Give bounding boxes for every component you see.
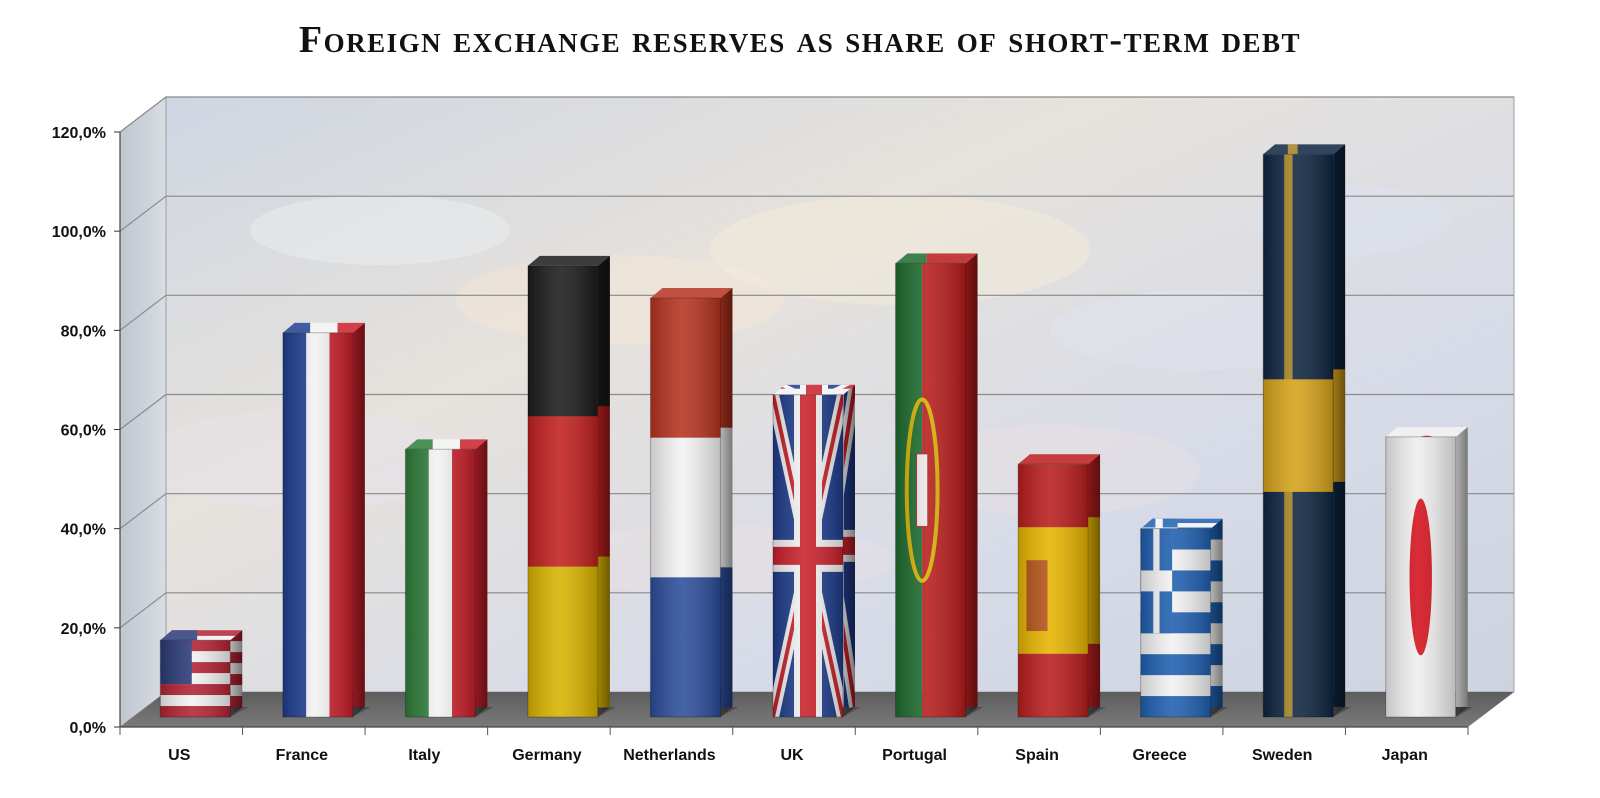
gridline-side: [119, 493, 167, 530]
x-tick-label: Japan: [1382, 747, 1428, 764]
gridline-side: [119, 96, 167, 133]
x-tick-label: UK: [780, 747, 804, 764]
bar-us: [159, 630, 249, 718]
gridline-side: [119, 394, 167, 430]
x-tick-label: Portugal: [882, 747, 947, 764]
bar-greece: [1140, 518, 1229, 718]
bar-portugal: [895, 253, 984, 718]
bar-japan: [1385, 426, 1474, 718]
x-tick-label: France: [276, 747, 329, 764]
y-tick-label: 80,0%: [61, 323, 106, 340]
x-tick-label: Italy: [408, 747, 440, 764]
x-tick-label: Greece: [1133, 747, 1187, 764]
wall-decoration: [250, 195, 510, 265]
x-tick-label: Germany: [512, 747, 581, 764]
y-tick-label: 20,0%: [61, 621, 106, 638]
wall-decoration: [710, 195, 1090, 305]
y-tick-label: 40,0%: [61, 522, 106, 539]
bar-sweden: [1262, 144, 1352, 718]
bar-uk: [772, 384, 861, 718]
y-tick-label: 60,0%: [61, 423, 106, 440]
x-tick-label: Spain: [1015, 747, 1059, 764]
bar-spain: [1017, 454, 1107, 718]
bar-italy: [404, 439, 494, 718]
y-tick-label: 100,0%: [52, 224, 106, 241]
x-tick-label: US: [168, 747, 191, 764]
gridline-side: [119, 195, 167, 232]
y-tick-label: 0,0%: [70, 720, 106, 737]
x-tick-label: Sweden: [1252, 747, 1312, 764]
gridline-side: [119, 592, 167, 629]
bar-netherlands: [649, 288, 739, 718]
y-tick-label: 120,0%: [52, 125, 106, 142]
gridline-side: [119, 294, 167, 331]
bar-france: [282, 322, 371, 718]
chart-title: Foreign exchange reserves as share of sh…: [298, 19, 1302, 61]
x-tick-label: Netherlands: [623, 747, 716, 764]
bar-germany: [527, 255, 616, 718]
